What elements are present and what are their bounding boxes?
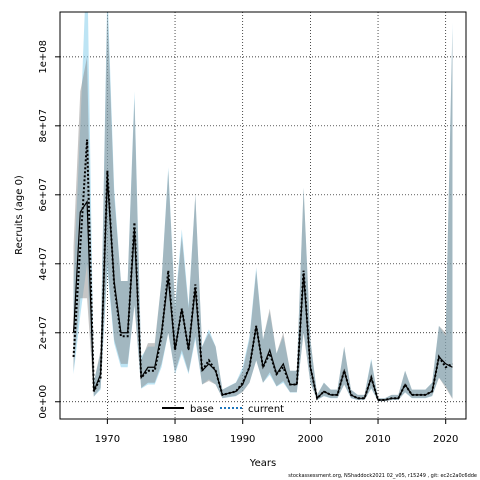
confidence-band-base <box>73 12 453 402</box>
x-tick-label-1980: 1980 <box>162 434 187 445</box>
series-line-base <box>72 177 453 401</box>
x-tick-label-2000: 2000 <box>298 434 323 445</box>
series-lines <box>72 139 453 402</box>
footer-note: stockassessment.org, NShaddock2021 02_v0… <box>288 473 477 479</box>
y-tick-label-0e+00: 0e+00 <box>38 385 49 419</box>
x-tick-label-1990: 1990 <box>230 434 255 445</box>
x-tick-label-2020: 2020 <box>433 434 458 445</box>
confidence-band-current <box>73 12 453 402</box>
y-tick-label-4e+07: 4e+07 <box>38 247 49 281</box>
y-axis: 0e+00 2e+07 4e+07 6e+07 8e+07 1e+08 <box>38 40 60 419</box>
y-tick-label-6e+07: 6e+07 <box>38 178 49 212</box>
confidence-bands <box>73 12 453 402</box>
y-tick-label-8e+07: 8e+07 <box>38 109 49 143</box>
legend-label-base: base <box>190 404 214 415</box>
x-axis-title: Years <box>249 458 276 469</box>
plot-frame <box>59 11 467 420</box>
x-tick-label-2010: 2010 <box>365 434 390 445</box>
y-axis-title: Recruits (age 0) <box>14 175 25 255</box>
x-tick-label-1970: 1970 <box>95 434 120 445</box>
x-axis: 1970 1980 1990 2000 2010 2020 <box>95 419 458 445</box>
legend-label-current: current <box>248 404 284 415</box>
legend: base current <box>162 404 284 415</box>
y-tick-label-1e+08: 1e+08 <box>38 40 49 74</box>
y-tick-label-2e+07: 2e+07 <box>38 316 49 350</box>
